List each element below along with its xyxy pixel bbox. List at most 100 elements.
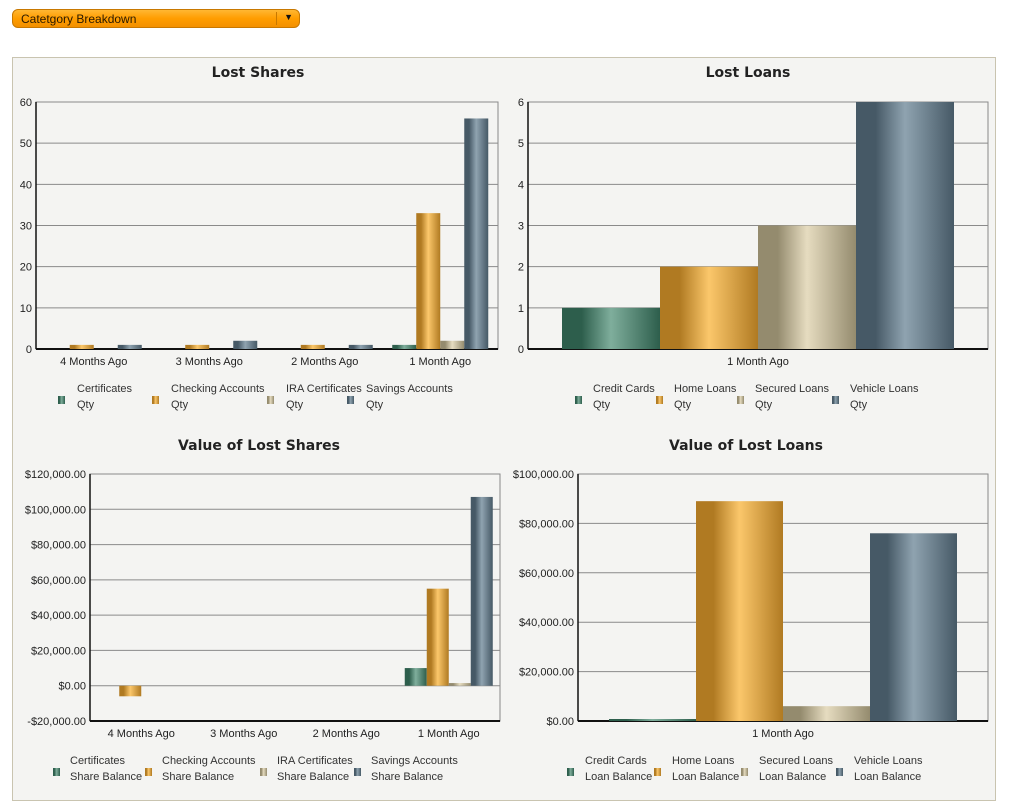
y-tick-label: $40,000.00 [519,617,574,629]
category-dropdown[interactable]: Catetgory Breakdown ▼ [12,9,300,28]
legend-swatch [836,768,843,776]
bar-checking-accounts[interactable] [119,685,142,697]
y-tick-label: -$20,000.00 [27,716,86,728]
legend-label: Certificates [70,755,126,767]
y-tick-label: $60,000.00 [519,568,574,580]
bar-credit-cards[interactable] [562,307,660,349]
legend-sublabel: Loan Balance [854,771,921,783]
y-tick-label: 30 [20,221,32,233]
x-tick-label: 4 Months Ago [60,356,127,368]
y-tick-label: 0 [518,344,524,356]
legend-label: Checking Accounts [171,383,265,395]
bar-credit-cards[interactable] [609,719,696,721]
bar-vehicle-loans[interactable] [856,102,954,349]
value-lost-shares-chart: Value of Lost Shares -$20,000.00 $0.00 $20,… [25,438,501,783]
legend-sublabel: Qty [286,399,304,411]
legend-sublabel: Qty [755,399,773,411]
legend-sublabel: Share Balance [162,771,234,783]
bar-savings-accounts[interactable] [117,344,142,349]
y-tick-label: $40,000.00 [31,610,86,622]
y-tick-label: $80,000.00 [519,518,574,530]
legend-swatch [832,396,839,404]
legend-swatch [347,396,354,404]
legend-label: IRA Certificates [286,383,362,395]
legend-sublabel: Qty [171,399,189,411]
legend-label: IRA Certificates [277,755,353,767]
bar-savings-accounts[interactable] [470,496,493,686]
legend-swatch [260,768,267,776]
legend-swatch [53,768,60,776]
x-tick-label: 2 Months Ago [291,356,358,368]
legend-swatch [741,768,748,776]
bar-checking-accounts[interactable] [416,213,441,349]
lost-shares-chart: Lost Shares 0 10 20 30 40 50 60 4 Months Ago 3 Mo… [20,65,499,411]
bar-secured-loans[interactable] [758,225,856,350]
legend-sublabel: Qty [77,399,95,411]
y-tick-label: $20,000.00 [31,645,86,657]
legend-label: Secured Loans [755,383,829,395]
legend-sublabel: Qty [850,399,868,411]
legend-label: Secured Loans [759,755,833,767]
x-tick-label: 1 Month Ago [752,728,814,740]
y-tick-label: $0.00 [58,681,86,693]
y-tick-label: 50 [20,138,32,150]
legend-label: Savings Accounts [366,383,453,395]
bar-home-loans[interactable] [660,266,758,349]
dropdown-separator [276,12,277,25]
bar-savings-accounts[interactable] [464,118,489,349]
legend-label: Vehicle Loans [850,383,919,395]
legend-sublabel: Loan Balance [585,771,652,783]
y-tick-label: 40 [20,179,32,191]
bar-savings-accounts[interactable] [348,344,373,349]
y-tick-label: 1 [518,303,524,315]
y-tick-label: 4 [518,179,524,191]
bar-savings-accounts[interactable] [233,340,258,349]
bar-checking-accounts[interactable] [426,588,449,686]
bar-checking-accounts[interactable] [69,344,94,349]
bar-home-loans[interactable] [696,501,783,721]
bar-vehicle-loans[interactable] [870,533,957,721]
legend-sublabel: Share Balance [371,771,443,783]
value-lost-loans-chart: Value of Lost Loans $0.00 $20,000.00 $40,00… [513,438,989,783]
legend-sublabel: Share Balance [277,771,349,783]
x-tick-label: 1 Month Ago [409,356,471,368]
legend-label: Home Loans [674,383,737,395]
bar-certificates[interactable] [392,344,417,349]
y-tick-label: 20 [20,262,32,274]
y-tick-label: $100,000.00 [25,504,86,516]
legend-label: Home Loans [672,755,735,767]
y-tick-label: $120,000.00 [25,469,86,481]
bar-checking-accounts[interactable] [300,344,325,349]
legend-label: Certificates [77,383,133,395]
legend-swatch [656,396,663,404]
chart-title: Value of Lost Shares [178,438,340,454]
legend-sublabel: Loan Balance [759,771,826,783]
chart-title: Lost Shares [212,65,305,81]
y-tick-label: 6 [518,97,524,109]
bar-ira-certificates[interactable] [448,683,471,686]
legend-label: Savings Accounts [371,755,458,767]
x-tick-label: 2 Months Ago [313,728,380,740]
bar-secured-loans[interactable] [783,706,870,721]
legend-sublabel: Share Balance [70,771,142,783]
legend-label: Credit Cards [585,755,647,767]
y-tick-label: 3 [518,221,524,233]
bar-checking-accounts[interactable] [185,344,210,349]
y-tick-label: $100,000.00 [513,469,574,481]
legend-label: Vehicle Loans [854,755,923,767]
bar-ira-certificates[interactable] [440,340,465,349]
legend-swatch [152,396,159,404]
x-tick-label: 3 Months Ago [176,356,243,368]
y-tick-label: 2 [518,262,524,274]
x-tick-label: 1 Month Ago [418,728,480,740]
y-tick-label: $20,000.00 [519,667,574,679]
y-tick-label: $80,000.00 [31,540,86,552]
legend-swatch [654,768,661,776]
y-tick-label: $60,000.00 [31,575,86,587]
bar-certificates[interactable] [404,668,427,686]
x-tick-label: 4 Months Ago [108,728,175,740]
chevron-down-icon[interactable]: ▼ [284,12,293,22]
y-tick-label: 10 [20,303,32,315]
legend-swatch [267,396,274,404]
y-tick-label: 60 [20,97,32,109]
